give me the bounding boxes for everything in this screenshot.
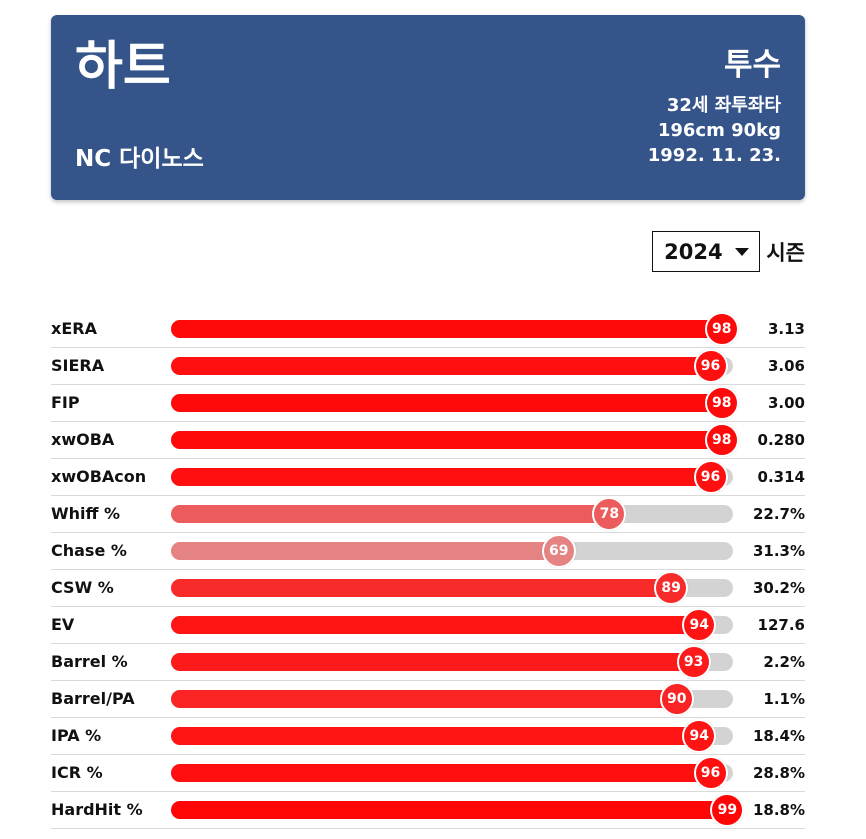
player-info: 32세 좌투좌타 196cm 90kg 1992. 11. 23. xyxy=(648,93,781,168)
percentile-bar-track: 94 xyxy=(171,719,733,753)
stat-name: EV xyxy=(51,615,75,634)
stat-name: xERA xyxy=(51,319,97,338)
stat-value: 3.06 xyxy=(767,357,805,375)
height-weight: 196cm 90kg xyxy=(657,120,781,141)
percentile-bar-fill xyxy=(171,616,700,634)
percentile-bar-track: 98 xyxy=(171,423,739,457)
stat-value: 127.6 xyxy=(757,616,805,634)
percentile-badge: 90 xyxy=(659,682,694,716)
percentile-badge: 96 xyxy=(693,756,728,790)
stat-value: 30.2% xyxy=(752,579,805,597)
percentile-badge: 94 xyxy=(682,608,717,642)
stat-row: Barrel % 93 2.2% xyxy=(51,644,805,681)
percentile-bar-fill xyxy=(171,801,728,819)
percentile-badge: 94 xyxy=(682,719,717,753)
percentile-bar-track: 99 xyxy=(171,793,745,827)
percentile-bar-track: 98 xyxy=(171,312,739,346)
percentile-bar-track: 96 xyxy=(171,756,733,790)
age-handedness: 32세 좌투좌타 xyxy=(666,95,781,116)
percentile-badge: 78 xyxy=(592,497,627,531)
stat-row: HardHit % 99 18.8% xyxy=(51,792,805,829)
percentile-bar-fill xyxy=(171,542,559,560)
stat-value: 18.4% xyxy=(752,727,805,745)
percentile-bar-fill xyxy=(171,690,677,708)
percentile-badge: 98 xyxy=(704,312,739,346)
stat-row: Whiff % 78 22.7% xyxy=(51,496,805,533)
percentile-bar-fill xyxy=(171,764,711,782)
percentile-badge: 98 xyxy=(704,386,739,420)
stat-name: ICR % xyxy=(51,763,103,782)
stat-value: 0.314 xyxy=(757,468,805,486)
stat-row: EV 94 127.6 xyxy=(51,607,805,644)
stat-value: 1.1% xyxy=(763,690,805,708)
stat-value: 0.280 xyxy=(757,431,805,449)
percentile-badge: 89 xyxy=(654,571,689,605)
stat-row: ICR % 96 28.8% xyxy=(51,755,805,792)
percentile-bar-track: 96 xyxy=(171,460,733,494)
stat-row: FIP 98 3.00 xyxy=(51,385,805,422)
percentile-bar-fill xyxy=(171,727,700,745)
season-selected-value: 2024 xyxy=(664,239,723,264)
stat-row: SIERA 96 3.06 xyxy=(51,348,805,385)
percentile-bar-fill xyxy=(171,579,672,597)
stat-row: xwOBAcon 96 0.314 xyxy=(51,459,805,496)
stat-value: 3.00 xyxy=(767,394,805,412)
percentile-bar-track: 98 xyxy=(171,386,739,420)
stat-name: xwOBAcon xyxy=(51,467,147,486)
percentile-bar-track: 69 xyxy=(171,534,733,568)
percentile-bar-track: 89 xyxy=(171,571,733,605)
stat-name: xwOBA xyxy=(51,430,115,449)
player-name: 하트 xyxy=(75,37,171,97)
percentile-bar-track: 94 xyxy=(171,608,733,642)
percentile-badge: 96 xyxy=(693,460,728,494)
stat-row: xERA 98 3.13 xyxy=(51,311,805,348)
percentile-bar-fill xyxy=(171,394,722,412)
percentile-badge: 69 xyxy=(541,534,576,568)
stat-name: CSW % xyxy=(51,578,114,597)
stat-row: IPA % 94 18.4% xyxy=(51,718,805,755)
stat-row: xwOBA 98 0.280 xyxy=(51,422,805,459)
stat-name: HardHit % xyxy=(51,800,143,819)
caret-down-icon xyxy=(734,247,749,256)
stat-row: CSW % 89 30.2% xyxy=(51,570,805,607)
team-name: NC 다이노스 xyxy=(75,146,204,172)
percentile-stats-list: xERA 98 3.13 SIERA 96 3.06 FIP 98 3.00 xwOBA 98 0.2… xyxy=(51,311,805,829)
stat-value: 2.2% xyxy=(763,653,805,671)
player-position: 투수 xyxy=(723,47,781,83)
stat-value: 18.8% xyxy=(752,801,805,819)
stat-name: FIP xyxy=(51,393,80,412)
stat-value: 3.13 xyxy=(767,320,805,338)
stat-name: Whiff % xyxy=(51,504,121,523)
birth-date: 1992. 11. 23. xyxy=(647,145,781,166)
percentile-bar-fill xyxy=(171,320,722,338)
percentile-bar-fill xyxy=(171,468,711,486)
stat-name: SIERA xyxy=(51,356,105,375)
season-label: 시즌 xyxy=(766,240,805,265)
percentile-badge: 96 xyxy=(693,349,728,383)
stat-value: 28.8% xyxy=(752,764,805,782)
stat-name: Barrel/PA xyxy=(51,689,135,708)
stat-name: IPA % xyxy=(51,726,102,745)
player-header: 하트 NC 다이노스 투수 32세 좌투좌타 196cm 90kg 1992. … xyxy=(51,15,805,200)
season-dropdown[interactable]: 2024 xyxy=(652,231,761,272)
percentile-badge: 98 xyxy=(704,423,739,457)
percentile-bar-track: 78 xyxy=(171,497,733,531)
stat-name: Chase % xyxy=(51,541,127,560)
stat-name: Barrel % xyxy=(51,652,128,671)
season-selector: 2024 시즌 xyxy=(652,231,805,272)
stat-value: 31.3% xyxy=(752,542,805,560)
percentile-badge: 93 xyxy=(676,645,711,679)
percentile-bar-track: 96 xyxy=(171,349,733,383)
percentile-bar-track: 90 xyxy=(171,682,733,716)
percentile-bar-track: 93 xyxy=(171,645,733,679)
percentile-bar-fill xyxy=(171,505,610,523)
stat-row: Barrel/PA 90 1.1% xyxy=(51,681,805,718)
percentile-badge: 99 xyxy=(710,793,745,827)
stat-value: 22.7% xyxy=(752,505,805,523)
percentile-bar-fill xyxy=(171,431,722,449)
stat-row: Chase % 69 31.3% xyxy=(51,533,805,570)
percentile-bar-fill xyxy=(171,653,694,671)
percentile-bar-fill xyxy=(171,357,711,375)
